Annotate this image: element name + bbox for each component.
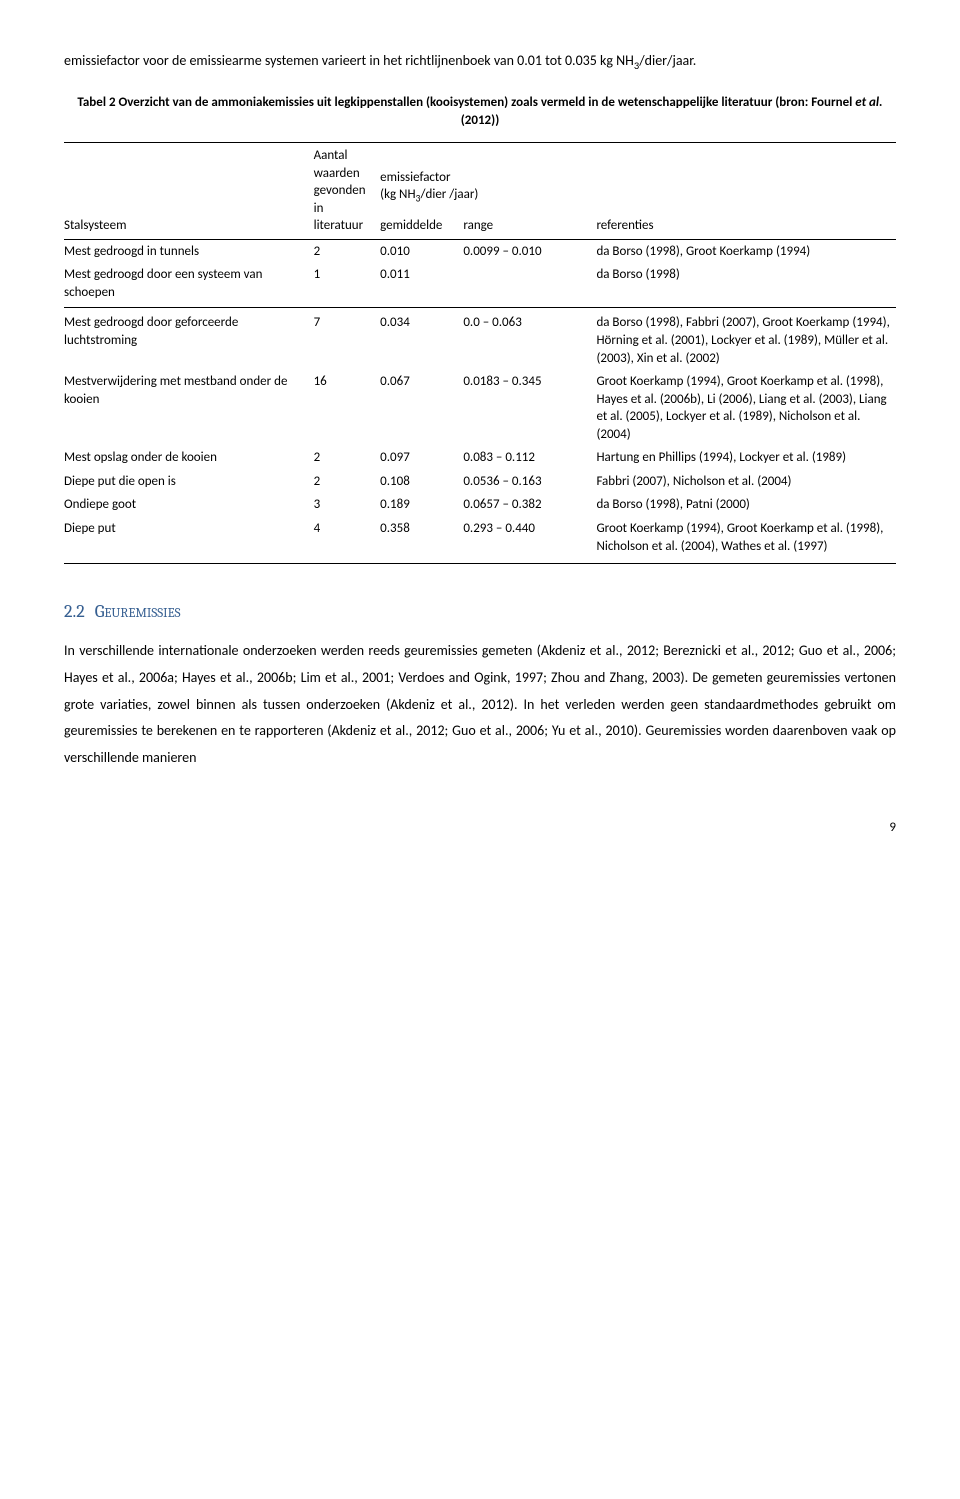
table-row: Diepe put die open is 2 0.108 0.0536 – 0…: [64, 470, 896, 494]
table-row: Mestverwijdering met mestband onder de k…: [64, 370, 896, 446]
cell-ref: da Borso (1998), Groot Koerkamp (1994): [596, 239, 896, 263]
cell-system: Mestverwijdering met mestband onder de k…: [64, 370, 314, 446]
intro-text-pre: emissiefactor voor de emissiearme system…: [64, 52, 634, 69]
cell-ref: Groot Koerkamp (1994), Groot Koerkamp et…: [596, 517, 896, 564]
th-refs: referenties: [596, 143, 896, 240]
cell-range: 0.083 – 0.112: [463, 446, 596, 470]
cell-system: Mest gedroogd door een systeem van schoe…: [64, 263, 314, 308]
th-ef-unit-pre: (kg NH: [380, 187, 415, 202]
cell-system: Diepe put die open is: [64, 470, 314, 494]
th-ef-group: emissiefactor (kg NH3/dier /jaar): [380, 143, 596, 206]
cell-ref: Groot Koerkamp (1994), Groot Koerkamp et…: [596, 370, 896, 446]
cell-range: 0.0536 – 0.163: [463, 470, 596, 494]
cell-mean: 0.358: [380, 517, 463, 564]
cell-n: 2: [314, 446, 381, 470]
cell-mean: 0.108: [380, 470, 463, 494]
section-heading: 2.2 Geuremissies: [64, 600, 896, 624]
th-count: Aantal waarden gevonden in literatuur: [314, 143, 381, 240]
cell-system: Mest opslag onder de kooien: [64, 446, 314, 470]
cell-range: 0.0099 – 0.010: [463, 239, 596, 263]
table-row: Mest gedroogd in tunnels 2 0.010 0.0099 …: [64, 239, 896, 263]
cell-mean: 0.034: [380, 308, 463, 370]
cell-n: 1: [314, 263, 381, 308]
cell-range: 0.0 – 0.063: [463, 308, 596, 370]
cell-ref: da Borso (1998), Fabbri (2007), Groot Ko…: [596, 308, 896, 370]
emissions-table: Stalsysteem Aantal waarden gevonden in l…: [64, 142, 896, 564]
table-row: Mest gedroogd door een systeem van schoe…: [64, 263, 896, 308]
cell-range: 0.293 – 0.440: [463, 517, 596, 564]
cell-n: 4: [314, 517, 381, 564]
cell-n: 2: [314, 470, 381, 494]
th-ef-label: emissiefactor: [380, 170, 450, 185]
table-body: Mest gedroogd in tunnels 2 0.010 0.0099 …: [64, 239, 896, 563]
th-range: range: [463, 206, 596, 239]
cell-system: Ondiepe goot: [64, 493, 314, 517]
cell-n: 7: [314, 308, 381, 370]
body-paragraph: In verschillende internationale onderzoe…: [64, 638, 896, 771]
cell-ref: da Borso (1998): [596, 263, 896, 308]
cell-mean: 0.010: [380, 239, 463, 263]
cell-range: 0.0183 – 0.345: [463, 370, 596, 446]
cell-ref: Hartung en Phillips (1994), Lockyer et a…: [596, 446, 896, 470]
caption-post: (2012)): [461, 113, 500, 128]
cell-ref: Fabbri (2007), Nicholson et al. (2004): [596, 470, 896, 494]
cell-n: 3: [314, 493, 381, 517]
th-system: Stalsysteem: [64, 143, 314, 240]
cell-range: [463, 263, 596, 308]
table-caption: Tabel 2 Overzicht van de ammoniakemissie…: [64, 94, 896, 130]
th-mean: gemiddelde: [380, 206, 463, 239]
caption-pre: Tabel 2 Overzicht van de ammoniakemissie…: [77, 95, 855, 110]
cell-mean: 0.011: [380, 263, 463, 308]
table-row: Diepe put 4 0.358 0.293 – 0.440 Groot Ko…: [64, 517, 896, 564]
section-title: Geuremissies: [95, 601, 181, 622]
cell-mean: 0.097: [380, 446, 463, 470]
cell-mean: 0.067: [380, 370, 463, 446]
table-row: Ondiepe goot 3 0.189 0.0657 – 0.382 da B…: [64, 493, 896, 517]
cell-system: Mest gedroogd in tunnels: [64, 239, 314, 263]
th-ef-unit-post: /dier /jaar): [421, 187, 479, 202]
intro-text-post: /dier/jaar.: [639, 52, 696, 69]
cell-n: 16: [314, 370, 381, 446]
cell-ref: da Borso (1998), Patni (2000): [596, 493, 896, 517]
page-number: 9: [64, 819, 896, 837]
intro-paragraph: emissiefactor voor de emissiearme system…: [64, 48, 896, 76]
cell-system: Mest gedroogd door geforceerde luchtstro…: [64, 308, 314, 370]
cell-range: 0.0657 – 0.382: [463, 493, 596, 517]
section-number: 2.2: [64, 601, 85, 622]
table-row: Mest gedroogd door geforceerde luchtstro…: [64, 308, 896, 370]
cell-mean: 0.189: [380, 493, 463, 517]
caption-ital: et al.: [855, 95, 882, 110]
cell-system: Diepe put: [64, 517, 314, 564]
table-row: Mest opslag onder de kooien 2 0.097 0.08…: [64, 446, 896, 470]
cell-n: 2: [314, 239, 381, 263]
